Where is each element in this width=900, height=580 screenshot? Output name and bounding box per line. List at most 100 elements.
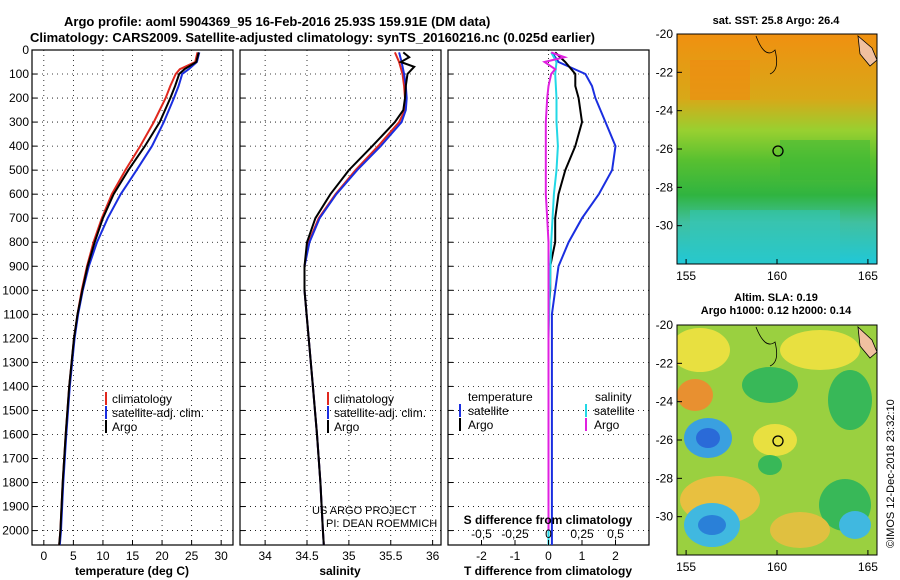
- depth-tick-label: 1700: [2, 451, 29, 465]
- x-tick-label: 0: [40, 549, 47, 563]
- s-tick-label: 0: [545, 527, 552, 541]
- legend-temperature-heading: temperature: [468, 390, 533, 404]
- depth-tick-label: 1200: [2, 331, 29, 345]
- depth-tick-label: 1000: [2, 283, 29, 297]
- series-line-argo: [58, 52, 200, 546]
- depth-tick-label: 1100: [3, 307, 29, 321]
- map-lat-label: -20: [656, 318, 674, 332]
- difference-legend: temperature salinity satellite Argo sate…: [459, 390, 635, 432]
- salinity-panel-frame: [239, 49, 442, 546]
- x-tick-label: -2: [476, 549, 487, 563]
- coast-landmass: [857, 35, 877, 67]
- map-lat-label: -30: [656, 510, 674, 524]
- sla-blob: [828, 370, 872, 430]
- depth-tick-label: 300: [9, 115, 29, 129]
- map-lon-label: 165: [858, 269, 878, 283]
- salinity-xlabel: salinity: [319, 564, 361, 578]
- x-tick-label: 34.5: [295, 549, 319, 563]
- sla-map: [677, 325, 877, 555]
- sla-blob: [677, 328, 730, 372]
- legend-salinity-heading: salinity: [595, 390, 632, 404]
- series-line-argo: [303, 51, 416, 546]
- legend-satellite: satellite-adj. clim.: [112, 406, 204, 420]
- map-lon-label: 155: [676, 269, 696, 283]
- s-difference-label: S difference from climatology: [464, 513, 633, 527]
- x-tick-label: 10: [96, 549, 110, 563]
- depth-tick-label: 1900: [2, 500, 29, 514]
- depth-tick-label: 200: [9, 91, 29, 105]
- x-tick-label: 30: [214, 549, 228, 563]
- depth-tick-label: 100: [9, 67, 29, 81]
- difference-xlabel: T difference from climatology: [464, 564, 632, 578]
- sla-blob: [698, 515, 726, 535]
- sst-map-title: sat. SST: 25.8 Argo: 26.4: [713, 15, 841, 27]
- legend-t-argo: Argo: [468, 418, 494, 432]
- map-lat-label: -30: [656, 219, 674, 233]
- legend-argo: Argo: [112, 420, 138, 434]
- depth-tick-label: 1300: [2, 355, 29, 369]
- map-lat-label: -20: [656, 27, 674, 41]
- depth-tick-label: 400: [9, 139, 29, 153]
- x-tick-label: 36: [426, 549, 440, 563]
- float-position-marker: [772, 435, 784, 447]
- x-tick-label: 20: [155, 549, 169, 563]
- coast-landmass: [857, 325, 877, 359]
- depth-tick-label: 800: [9, 235, 29, 249]
- depth-tick-label: 700: [9, 211, 29, 225]
- depth-tick-label: 1600: [2, 427, 29, 441]
- legend-satellite: satellite-adj. clim.: [334, 406, 426, 420]
- depth-tick-label: 1400: [2, 379, 29, 393]
- sla-blob: [770, 512, 830, 548]
- s-tick-label: -0,25: [501, 527, 529, 541]
- x-tick-label: 2: [612, 549, 619, 563]
- depth-tick-label: 900: [9, 259, 29, 273]
- depth-tick-label: 1500: [2, 403, 29, 417]
- sla-blob: [696, 428, 720, 448]
- sst-green-patch: [780, 140, 870, 180]
- float-position-marker: [772, 145, 784, 157]
- map-lat-label: -28: [656, 471, 674, 485]
- x-tick-label: 25: [185, 549, 199, 563]
- sla-blob: [753, 424, 797, 456]
- sla-map-subtitle: Argo h1000: 0.12 h2000: 0.14: [701, 305, 852, 317]
- legend-climatology: climatology: [112, 392, 172, 406]
- x-tick-label: 15: [126, 549, 140, 563]
- x-tick-label: 34: [258, 549, 272, 563]
- legend-s-satellite: satellite: [594, 404, 635, 418]
- x-tick-label: 0: [545, 549, 552, 563]
- legend-climatology: climatology: [334, 392, 394, 406]
- series-line-temperature-satellite: [550, 51, 617, 545]
- credit-line1: US ARGO PROJECT: [312, 505, 417, 517]
- x-tick-label: 1: [579, 549, 586, 563]
- temperature-xlabel: temperature (deg C): [75, 564, 189, 578]
- s-tick-label: 0,25: [570, 527, 594, 541]
- salinity-legend: climatology satellite-adj. clim. Argo: [327, 392, 426, 434]
- x-tick-label: 5: [70, 549, 77, 563]
- sst-map: [677, 34, 877, 264]
- sla-blob: [677, 379, 713, 411]
- sla-blob: [742, 367, 798, 403]
- depth-tick-label: 1800: [2, 476, 29, 490]
- sla-blob: [839, 511, 871, 539]
- legend-s-argo: Argo: [594, 418, 620, 432]
- s-tick-label: 0,5: [607, 527, 624, 541]
- header-line1: Argo profile: aoml 5904369_95 16-Feb-201…: [64, 14, 490, 29]
- series-line-salinity-argo: [542, 51, 569, 531]
- timestamp-stamp: ©IMOS 12-Dec-2018 23:32:10: [885, 399, 897, 548]
- map-lon-label: 160: [767, 560, 787, 574]
- reef-contour: [755, 35, 778, 75]
- map-lon-label: 165: [858, 560, 878, 574]
- map-lat-label: -22: [656, 356, 674, 370]
- map-lat-label: -24: [656, 395, 674, 409]
- map-lat-label: -26: [656, 142, 674, 156]
- sla-map-title: Altim. SLA: 0.19: [734, 292, 818, 304]
- depth-tick-label: 0: [22, 43, 29, 57]
- depth-tick-label: 600: [9, 187, 29, 201]
- map-lat-label: -22: [656, 65, 674, 79]
- x-tick-label: 35.5: [379, 549, 403, 563]
- sst-cool-patch: [690, 210, 840, 264]
- legend-t-satellite: satellite: [468, 404, 509, 418]
- sla-blob: [758, 455, 782, 475]
- x-tick-label: -1: [510, 549, 521, 563]
